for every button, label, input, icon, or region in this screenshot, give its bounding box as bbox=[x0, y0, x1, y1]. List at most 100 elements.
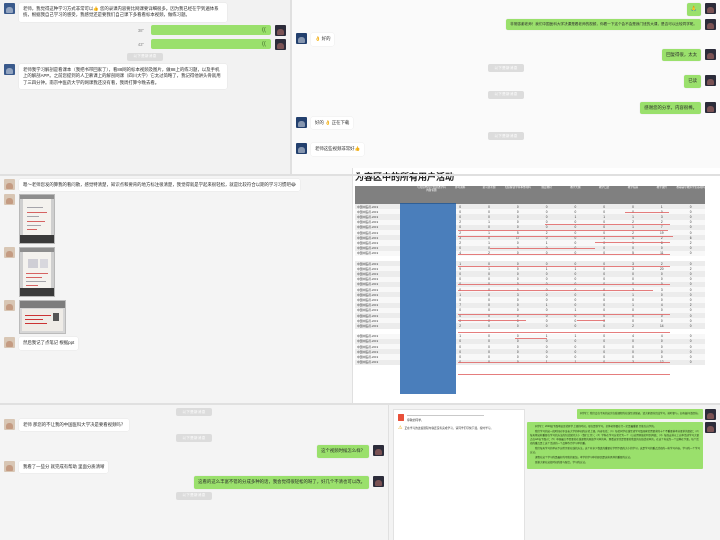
table-cell: 0 bbox=[647, 338, 677, 345]
table-body[interactable]: 中国中医药-20190000000010中国中医药-20190000000000… bbox=[355, 204, 705, 365]
table-cell: 2 bbox=[676, 240, 705, 246]
table-row[interactable]: 中国中医药-20190000000000 bbox=[355, 271, 705, 277]
message-bubble[interactable]: 同学们：我们会在今天的这次在线课程的在线互动答疑，请大家提前完成学习，按时参与，… bbox=[576, 409, 703, 419]
analytics-table-panel[interactable]: 为容区中的所有用户活动 与知识布局介绍讲述学科内容专题 参考资料 复习思考题 知… bbox=[353, 168, 720, 403]
avatar[interactable] bbox=[705, 101, 716, 113]
panel-divider bbox=[0, 403, 720, 405]
emoji-bubble[interactable]: 🙏 bbox=[686, 3, 701, 17]
avatar[interactable] bbox=[705, 409, 716, 420]
column-header[interactable]: 规定教材 bbox=[532, 186, 561, 204]
green-message-stack[interactable]: 同学们：我们会在今天的这次在线课程的在线互动答疑，请大家提前完成学习，按时参与，… bbox=[519, 409, 716, 470]
column-header[interactable]: 教学课件 bbox=[647, 186, 677, 204]
user-activity-table[interactable]: 与知识布局介绍讲述学科内容专题 参考资料 复习思考题 知识解读学科本章材料 规定… bbox=[355, 186, 705, 365]
message-bubble[interactable]: 👌 好的 bbox=[311, 33, 335, 46]
avatar[interactable] bbox=[4, 337, 15, 349]
avatar[interactable] bbox=[373, 445, 384, 457]
voice-message-bubble[interactable]: )) bbox=[151, 24, 271, 35]
table-row[interactable]: 中国中医药-20190103000100 bbox=[355, 292, 705, 298]
avatar[interactable] bbox=[296, 143, 307, 155]
message-bubble[interactable]: 已读 bbox=[684, 75, 701, 88]
message-bubble[interactable]: 感谢您的分享，内容很棒。 bbox=[640, 101, 701, 114]
avatar[interactable] bbox=[4, 460, 15, 472]
avatar[interactable] bbox=[4, 419, 15, 430]
avatar[interactable] bbox=[4, 247, 15, 259]
message-bubble[interactable]: 非常感谢老师！我们中国医科大学决课是看老师的视频，你看一下这个会不会是我门班的大… bbox=[506, 19, 701, 31]
paragraph: 感谢大家在这段时间的参与配合，学习的方法。 bbox=[535, 461, 588, 464]
message-bubble[interactable]: 我看了一些分 就完成有帮助 里面分质清晰 bbox=[19, 460, 109, 474]
avatar[interactable] bbox=[296, 33, 307, 45]
photo-attachment[interactable] bbox=[19, 300, 66, 335]
message-bubble[interactable]: 老师这些视频非常好👍 bbox=[311, 143, 364, 156]
chat-panel-middle-left[interactable]: 嗯～老师您发的算我的看问散，感觉特清楚，知识点和要背的地方标注很清楚，我觉得就是… bbox=[0, 176, 352, 404]
chat-scroll-area[interactable]: 🙏 非常感谢老师！我们中国医科大学决课是看老师的视频，你看一下这个会不会是我门班… bbox=[292, 3, 720, 175]
table-cell: 0 bbox=[445, 354, 475, 360]
message-bubble[interactable]: 老师 那您的不让我的中国医科大学决是要看视频吗？ bbox=[19, 419, 130, 432]
chat-message-row: 同学们：2020届下面本届正式开学上课的时间，现在是新学习，全体老师都在行一定是… bbox=[519, 422, 716, 470]
message-bubble[interactable]: 老师，我觉得这种学习方式非常可以👍 您的录课内容要比网课要详细很多。因为我已经在… bbox=[19, 3, 227, 22]
message-bubble[interactable]: 这看的这么丰富不错的分成多种的话，我会觉得很轻松的呀了，好几个不清也可以改。 bbox=[194, 476, 369, 489]
avatar[interactable] bbox=[4, 63, 15, 75]
paragraph: 我们学习的这一段时间对于该长大学的中间的方式上课，内容包括：（1）每位同学在线互… bbox=[530, 430, 700, 445]
table-row[interactable]: 中国中医药-20190000000170 bbox=[355, 224, 705, 230]
chat-scroll-area[interactable]: 老师，我觉得这种学习方式非常可以👍 您的录课内容要比网课要详细很多。因为我已经在… bbox=[0, 3, 290, 175]
column-header[interactable]: 参考资料 bbox=[445, 186, 475, 204]
avatar[interactable] bbox=[4, 3, 15, 14]
row-label: 中国中医药-2019 bbox=[355, 214, 417, 220]
column-header[interactable]: 复习思考题 bbox=[474, 186, 504, 204]
message-bubble[interactable]: 嗯～老师您发的算我的看问散，感觉特清楚，知识点和要背的地方标注很清楚，我觉得就是… bbox=[19, 179, 300, 192]
photo-attachment[interactable] bbox=[19, 247, 55, 298]
avatar[interactable] bbox=[296, 116, 307, 128]
chat-scroll-area[interactable]: 以下是新消息 老师 那您的不让我的中国医科大学决是要看视频吗？ 以下是新消息 这… bbox=[0, 408, 388, 540]
table-cell: 0 bbox=[676, 287, 705, 293]
table-row[interactable]: 中国中医药-201903017001426 bbox=[355, 235, 705, 241]
table-cell: 4 bbox=[647, 302, 677, 308]
column-header[interactable]: 与知识布局介绍讲述学科内容专题 bbox=[417, 186, 446, 204]
table-cell: 0 bbox=[560, 354, 590, 360]
avatar[interactable] bbox=[705, 3, 716, 14]
table-cell: 0 bbox=[560, 302, 590, 308]
column-header-rowlabel[interactable] bbox=[355, 186, 417, 204]
system-note: 以下是新消息 bbox=[127, 52, 163, 61]
message-bubble[interactable]: 然后我记了点笔记 根据ppt bbox=[19, 337, 79, 350]
chat-scroll-area[interactable]: 嗯～老师您发的算我的看问散，感觉特清楚，知识点和要背的地方标注很清楚，我觉得就是… bbox=[0, 179, 352, 404]
table-cell: 0 bbox=[647, 312, 677, 319]
column-header[interactable]: 教学指南 bbox=[618, 186, 648, 204]
document-panel-bottom-right[interactable]: 尊敬的同学， ⚠ 正在学习的这些课程内容还没有完成学习，请同学们尽快下载，按时学… bbox=[389, 405, 720, 540]
avatar[interactable] bbox=[4, 300, 15, 312]
table-row[interactable]: 中国中医药-20190000000000 bbox=[355, 276, 705, 282]
avatar[interactable] bbox=[705, 19, 716, 31]
column-header[interactable]: 教辅辅导教师学生基材料 bbox=[676, 186, 705, 204]
table-row[interactable]: 中国中医药-20190000000000 bbox=[355, 338, 705, 345]
chat-message-row: 这个视频时候怎么样？ bbox=[4, 445, 384, 458]
avatar[interactable] bbox=[4, 194, 15, 206]
avatar[interactable] bbox=[275, 38, 286, 50]
avatar[interactable] bbox=[705, 75, 716, 87]
chat-panel-bottom-left[interactable]: 以下是新消息 老师 那您的不让我的中国医科大学决是要看视频吗？ 以下是新消息 这… bbox=[0, 405, 388, 540]
chat-panel-top-right[interactable]: 🙏 非常感谢老师！我们中国医科大学决课是看老师的视频，你看一下这个会不会是我门班… bbox=[292, 0, 720, 175]
table-row[interactable]: 中国中医药-20190000000000 bbox=[355, 344, 705, 350]
table-wrapper[interactable]: 与知识布局介绍讲述学科内容专题 参考资料 复习思考题 知识解读学科本章材料 规定… bbox=[355, 186, 720, 394]
message-bubble[interactable]: 老师我学习解剖是看课本（我把书带回家了），看88网的标本视频及图片，做88上的练… bbox=[19, 63, 227, 89]
table-row[interactable]: 中国中医药-201914200005110 bbox=[355, 250, 705, 256]
selection-highlight-block[interactable] bbox=[400, 203, 456, 394]
voice-message-bubble[interactable]: )) bbox=[151, 38, 271, 49]
message-bubble[interactable]: 好的 👌 正在下载 bbox=[311, 116, 354, 130]
table-row[interactable]: 中国中医药-20191210000220 bbox=[355, 219, 705, 225]
avatar[interactable] bbox=[373, 476, 384, 488]
mail-card[interactable]: 尊敬的同学， ⚠ 正在学习的这些课程内容还没有完成学习，请同学们尽快下载，按时学… bbox=[393, 409, 525, 540]
table-row[interactable]: 中国中医药-20190000010000 bbox=[355, 307, 705, 313]
column-header[interactable]: 教学大纲 bbox=[560, 186, 590, 204]
column-header[interactable]: 教学日历 bbox=[589, 186, 619, 204]
message-bubble[interactable]: 回复得很，太太 bbox=[662, 48, 701, 62]
table-cell: 0 bbox=[560, 204, 590, 210]
avatar[interactable] bbox=[4, 179, 15, 190]
long-message-bubble[interactable]: 同学们：2020届下面本届正式开学上课的时间，现在是新学习，全体老师都在行一定是… bbox=[527, 422, 703, 470]
avatar[interactable] bbox=[705, 48, 716, 60]
avatar[interactable] bbox=[705, 422, 716, 433]
table-row[interactable]: 中国中医药-20190000000000 bbox=[355, 209, 705, 215]
avatar[interactable] bbox=[275, 24, 286, 36]
chat-panel-top-left[interactable]: 老师，我觉得这种学习方式非常可以👍 您的录课内容要比网课要详细很多。因为我已经在… bbox=[0, 0, 290, 175]
photo-attachment[interactable] bbox=[19, 194, 55, 245]
column-header[interactable]: 知识解读学科本章材料 bbox=[503, 186, 533, 204]
message-bubble[interactable]: 这个视频时候怎么样？ bbox=[317, 445, 369, 458]
